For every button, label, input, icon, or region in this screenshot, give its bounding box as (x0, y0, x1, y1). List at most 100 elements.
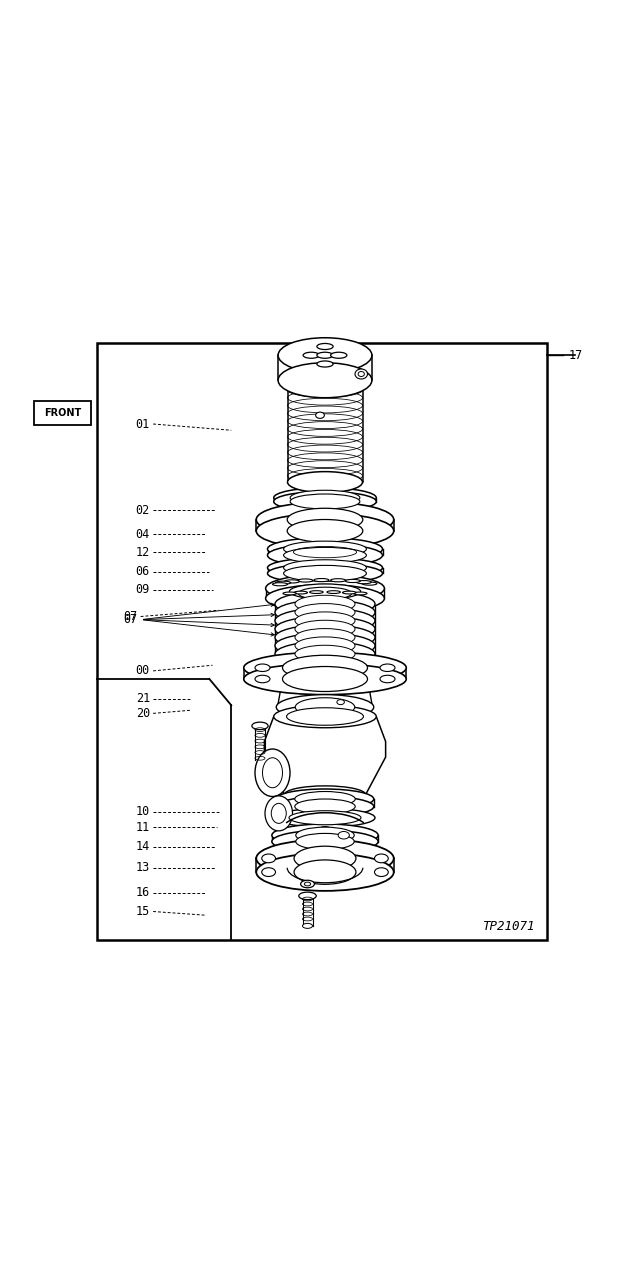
Ellipse shape (266, 585, 384, 612)
Text: 21: 21 (136, 693, 150, 706)
Ellipse shape (290, 494, 360, 509)
Ellipse shape (286, 708, 364, 725)
Ellipse shape (284, 786, 366, 803)
Ellipse shape (276, 797, 374, 816)
Ellipse shape (274, 488, 376, 508)
Ellipse shape (275, 625, 375, 649)
Ellipse shape (358, 372, 364, 376)
Ellipse shape (374, 867, 388, 876)
Ellipse shape (278, 363, 372, 398)
Text: 01: 01 (136, 417, 150, 431)
Ellipse shape (303, 353, 319, 358)
Ellipse shape (289, 584, 361, 599)
Ellipse shape (346, 580, 361, 582)
Ellipse shape (275, 591, 375, 617)
Text: 13: 13 (136, 861, 150, 874)
Ellipse shape (271, 803, 286, 824)
Ellipse shape (354, 591, 367, 595)
Ellipse shape (295, 636, 355, 654)
Ellipse shape (288, 368, 362, 390)
Ellipse shape (288, 472, 362, 493)
Ellipse shape (262, 854, 276, 862)
Ellipse shape (283, 591, 296, 595)
Ellipse shape (275, 617, 375, 642)
Text: TP21071: TP21071 (482, 920, 534, 933)
Ellipse shape (284, 548, 366, 563)
Ellipse shape (282, 656, 368, 680)
Text: 15: 15 (136, 905, 150, 919)
Ellipse shape (362, 582, 377, 585)
Ellipse shape (331, 579, 346, 581)
Ellipse shape (288, 508, 362, 531)
Text: 00: 00 (136, 665, 150, 677)
Ellipse shape (268, 558, 382, 577)
Ellipse shape (316, 412, 324, 418)
Ellipse shape (275, 600, 375, 625)
Ellipse shape (272, 824, 378, 847)
Ellipse shape (296, 834, 354, 849)
Ellipse shape (282, 666, 368, 692)
Text: 12: 12 (136, 545, 150, 558)
Ellipse shape (268, 544, 382, 567)
Ellipse shape (284, 580, 299, 582)
Ellipse shape (319, 826, 331, 831)
Ellipse shape (319, 870, 331, 875)
Ellipse shape (266, 575, 384, 602)
Ellipse shape (317, 344, 333, 349)
Ellipse shape (327, 590, 341, 594)
Ellipse shape (244, 652, 406, 684)
Ellipse shape (255, 749, 290, 797)
Polygon shape (264, 716, 386, 794)
Ellipse shape (338, 831, 349, 839)
Text: 17: 17 (569, 349, 583, 362)
Ellipse shape (298, 579, 313, 582)
Text: 02: 02 (136, 504, 150, 517)
Text: 06: 06 (136, 565, 150, 579)
Ellipse shape (342, 591, 356, 594)
Ellipse shape (256, 502, 394, 538)
Ellipse shape (278, 337, 372, 373)
Text: 11: 11 (136, 821, 150, 834)
Ellipse shape (295, 645, 355, 663)
Text: 16: 16 (136, 887, 150, 899)
Text: 07: 07 (123, 613, 138, 626)
Ellipse shape (380, 665, 395, 671)
Ellipse shape (374, 854, 388, 862)
Ellipse shape (244, 663, 406, 694)
Text: 20: 20 (136, 707, 150, 720)
Ellipse shape (274, 706, 376, 727)
Ellipse shape (294, 591, 308, 594)
Ellipse shape (255, 665, 270, 671)
Ellipse shape (262, 867, 276, 876)
Ellipse shape (298, 588, 352, 599)
Ellipse shape (268, 563, 382, 584)
Ellipse shape (284, 541, 366, 557)
Ellipse shape (252, 722, 268, 730)
Ellipse shape (290, 490, 360, 506)
Ellipse shape (275, 642, 375, 666)
Ellipse shape (275, 608, 375, 634)
Text: 04: 04 (136, 527, 150, 540)
Ellipse shape (289, 811, 361, 825)
Ellipse shape (314, 579, 329, 581)
Ellipse shape (301, 880, 314, 888)
Bar (97, 344, 547, 940)
Ellipse shape (294, 860, 356, 884)
Ellipse shape (294, 847, 356, 871)
Text: 10: 10 (136, 804, 150, 819)
Ellipse shape (284, 559, 366, 576)
Ellipse shape (284, 566, 366, 581)
Ellipse shape (356, 581, 371, 584)
Ellipse shape (268, 538, 382, 561)
Text: 09: 09 (136, 584, 150, 597)
Text: 07: 07 (123, 609, 138, 624)
Ellipse shape (262, 758, 282, 788)
Ellipse shape (295, 595, 355, 613)
Ellipse shape (302, 924, 312, 929)
Ellipse shape (276, 789, 374, 810)
Ellipse shape (295, 612, 355, 630)
Ellipse shape (265, 795, 292, 831)
Ellipse shape (275, 634, 375, 658)
Polygon shape (34, 400, 91, 425)
Ellipse shape (317, 353, 333, 358)
